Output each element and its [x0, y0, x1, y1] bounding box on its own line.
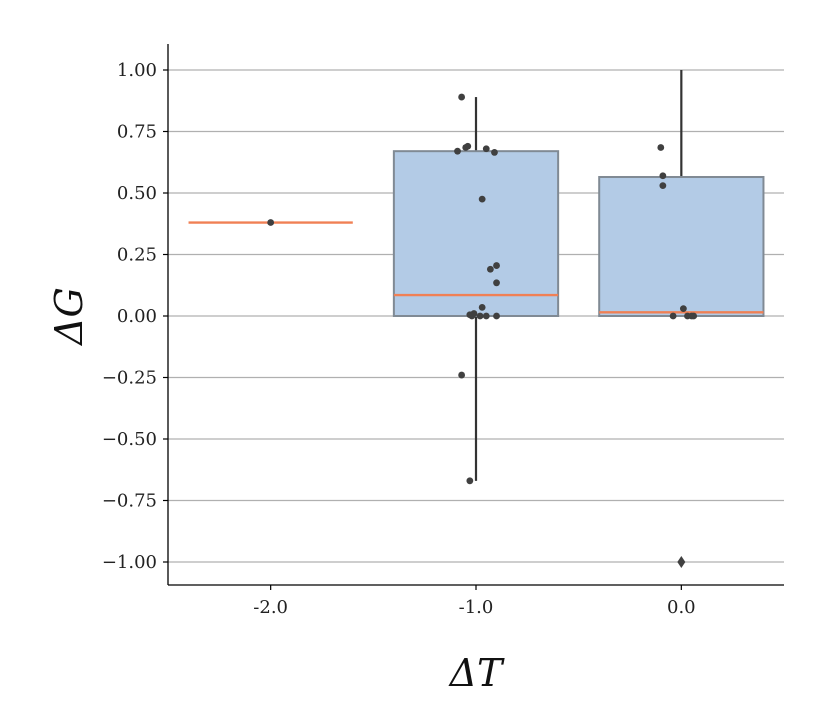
- y-tick-label: 0.25: [117, 245, 157, 266]
- y-tick-label: 0.50: [117, 183, 157, 204]
- x-ticks: -2.0 -1.0 0.0: [253, 585, 696, 618]
- outlier-marker: [677, 556, 686, 568]
- y-tick-label: 0.75: [117, 122, 157, 143]
- data-point: [478, 195, 486, 203]
- data-point: [468, 312, 476, 320]
- box-rect: [392, 150, 560, 317]
- y-tick-label: −0.75: [102, 491, 157, 512]
- data-point: [493, 279, 500, 287]
- data-point: [491, 149, 498, 156]
- x-axis-title: ΔT: [448, 651, 505, 695]
- y-tick-label: −0.50: [102, 429, 157, 450]
- data-point: [659, 182, 667, 190]
- data-point: [454, 147, 461, 155]
- data-point: [493, 262, 500, 269]
- y-tick-label: −0.25: [102, 368, 157, 389]
- box-rect: [598, 176, 765, 317]
- data-point: [669, 312, 677, 320]
- x-tick-label: -2.0: [253, 597, 288, 618]
- data-point: [458, 93, 466, 101]
- boxes: [188, 70, 765, 568]
- data-point: [458, 371, 466, 379]
- y-tick-label: 0.00: [117, 306, 157, 327]
- data-point: [679, 305, 687, 313]
- box-group: [598, 70, 765, 568]
- x-tick-label: 0.0: [667, 597, 696, 618]
- data-point: [466, 477, 474, 485]
- box-group: [392, 97, 560, 481]
- y-axis-title: ΔG: [47, 287, 91, 347]
- data-point: [659, 172, 667, 180]
- data-point: [493, 312, 500, 320]
- data-point: [482, 312, 490, 320]
- y-ticks: 1.00 0.75 0.50 0.25 0.00 −0.25 −0.50 −0.75 −1.00: [102, 60, 168, 573]
- data-point: [476, 312, 484, 320]
- x-tick-label: -1.0: [459, 597, 494, 618]
- data-point: [486, 265, 494, 273]
- data-point: [657, 144, 665, 151]
- data-point: [482, 145, 490, 153]
- data-point: [267, 219, 275, 226]
- y-tick-label: 1.00: [117, 60, 157, 81]
- y-tick-label: −1.00: [102, 552, 157, 573]
- data-point: [462, 144, 470, 151]
- data-point: [690, 312, 698, 320]
- data-points: [267, 93, 698, 485]
- data-point: [478, 303, 486, 311]
